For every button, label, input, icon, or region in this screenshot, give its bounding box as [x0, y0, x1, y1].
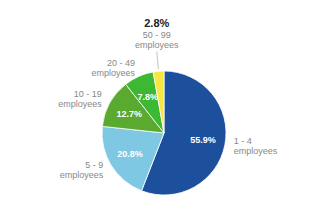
svg-text:7.8%: 7.8%: [138, 92, 159, 102]
svg-text:2.8%: 2.8%: [144, 17, 169, 29]
svg-text:20.8%: 20.8%: [117, 149, 143, 159]
svg-text:55.9%: 55.9%: [190, 135, 216, 145]
svg-text:1 - 4: 1 - 4: [234, 136, 252, 146]
svg-text:employees: employees: [135, 40, 179, 50]
svg-text:5 - 9: 5 - 9: [85, 160, 103, 170]
svg-text:12.7%: 12.7%: [117, 109, 143, 119]
svg-text:employees: employees: [234, 146, 278, 156]
svg-text:employees: employees: [58, 99, 102, 109]
svg-text:50 - 99: 50 - 99: [143, 30, 171, 40]
svg-text:employees: employees: [60, 170, 104, 180]
svg-text:employees: employees: [91, 68, 135, 78]
svg-text:10 - 19: 10 - 19: [74, 89, 102, 99]
svg-text:20 - 49: 20 - 49: [107, 58, 135, 68]
